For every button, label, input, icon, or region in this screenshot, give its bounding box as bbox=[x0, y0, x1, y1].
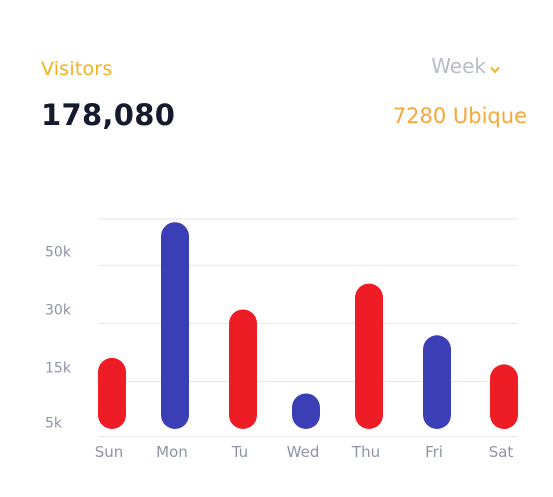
x-category-label: Sat bbox=[489, 443, 514, 461]
bar-tu[interactable] bbox=[229, 309, 257, 429]
x-category-label: Tu bbox=[231, 443, 248, 461]
visitors-total: 178,080 bbox=[41, 98, 176, 132]
x-category-label: Fri bbox=[425, 443, 443, 461]
y-tick-label: 50k bbox=[45, 244, 72, 260]
y-tick-label: 15k bbox=[45, 361, 72, 377]
bar-wed[interactable] bbox=[292, 393, 320, 429]
y-tick-label: 5k bbox=[45, 416, 63, 432]
bar-sun[interactable] bbox=[98, 357, 126, 429]
x-category-label: Wed bbox=[287, 443, 320, 461]
x-category-label: Sun bbox=[95, 443, 124, 461]
bar-mon[interactable] bbox=[161, 222, 189, 429]
unique-visitors: 7280 Ubique bbox=[392, 104, 527, 128]
bar-thu[interactable] bbox=[355, 283, 383, 429]
bar-fri[interactable] bbox=[423, 335, 451, 429]
x-category-label: Mon bbox=[156, 443, 188, 461]
bar-sat[interactable] bbox=[490, 364, 518, 429]
period-label: Week bbox=[431, 54, 486, 78]
period-dropdown[interactable]: Week bbox=[431, 54, 500, 78]
x-category-label: Thu bbox=[351, 443, 380, 461]
chevron-down-icon bbox=[490, 60, 500, 73]
y-tick-label: 30k bbox=[45, 302, 72, 318]
visitors-title: Visitors bbox=[41, 58, 113, 80]
